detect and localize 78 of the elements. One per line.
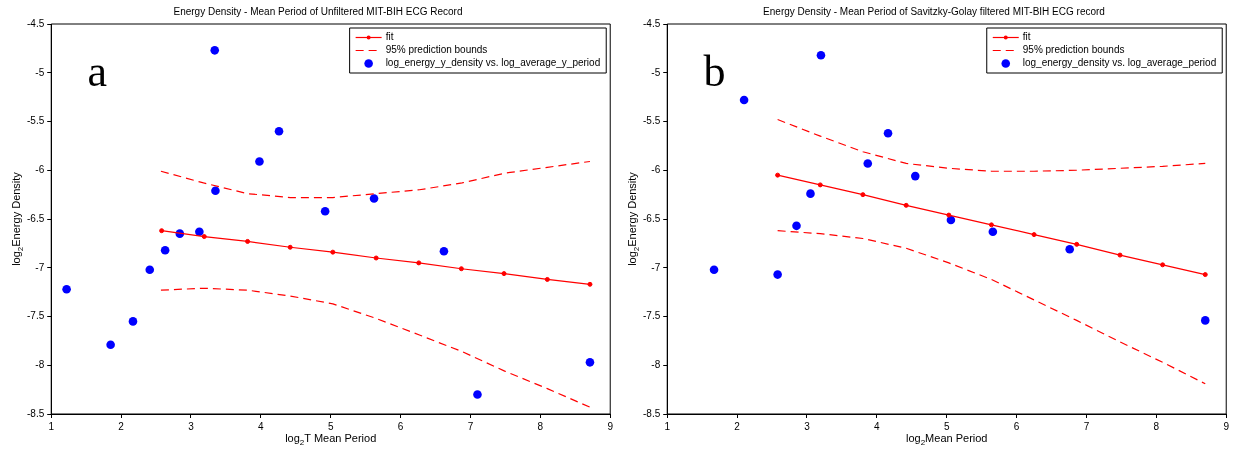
x-tick-label: 9 — [607, 420, 614, 432]
point — [211, 186, 220, 196]
point — [988, 227, 998, 236]
point — [773, 270, 782, 279]
y-tick-label: -7 — [35, 261, 45, 273]
legend-label: 95% prediction bounds — [385, 44, 488, 56]
y-tick-label: -6 — [35, 164, 45, 175]
legend-label: log_energy_y_density vs. log_average_y_period — [385, 57, 601, 69]
y-tick-label: -7.5 — [643, 310, 661, 322]
point — [806, 189, 815, 198]
x-axis-title: log$_{2}$Mean Period — [905, 432, 988, 448]
y-tick-label: -7 — [651, 261, 661, 273]
line-series — [160, 287, 591, 408]
x-tick-label: 4 — [874, 420, 881, 432]
y-tick-label: -7.5 — [27, 310, 45, 322]
point — [210, 46, 220, 55]
legend-label: 95% prediction bounds — [1022, 44, 1125, 56]
x-tick-label: 8 — [537, 420, 544, 432]
y-tick-label: -8.5 — [27, 407, 45, 419]
point — [792, 221, 801, 231]
annotation: b — [703, 47, 726, 97]
y-tick-label: -8.5 — [643, 407, 661, 419]
x-tick-label: 6 — [1013, 420, 1020, 432]
point — [195, 227, 204, 236]
y-tick-label: -5 — [651, 66, 661, 78]
y-tick-label: -8 — [35, 359, 45, 370]
x-tick-label: 3 — [188, 420, 195, 432]
point — [863, 159, 873, 168]
point — [709, 265, 719, 274]
x-tick-label: 7 — [467, 420, 474, 432]
y-tick-label: -6.5 — [643, 212, 661, 224]
legend-label: log_energy_density vs. log_average_period — [1022, 57, 1217, 69]
y-tick-label: -5 — [35, 66, 45, 78]
point — [739, 95, 749, 105]
point — [62, 284, 71, 294]
point — [883, 128, 893, 138]
point — [816, 50, 826, 60]
legend-label: fit — [1022, 31, 1031, 43]
point — [473, 390, 482, 399]
y-tick-label: -4.5 — [643, 17, 661, 29]
x-tick-label: 1 — [48, 420, 55, 432]
x-tick-label: 9 — [1223, 420, 1230, 432]
point — [128, 317, 138, 326]
chart-title: Energy Density - Mean Period of Unfiltered MIT-BIH ECG Record — [173, 5, 463, 17]
point — [910, 171, 920, 181]
y-tick-label: -5.5 — [643, 115, 661, 127]
x-axis-title: log$_{2}$T Mean Period — [285, 432, 377, 448]
y-tick-label: -6.5 — [27, 212, 45, 224]
point — [585, 358, 595, 367]
point — [439, 246, 449, 256]
point — [1065, 244, 1074, 254]
y-tick-label: -6 — [651, 164, 661, 175]
x-tick-label: 5 — [327, 420, 334, 432]
point — [255, 157, 264, 166]
x-tick-label: 1 — [664, 420, 671, 432]
x-tick-label: 3 — [804, 420, 811, 432]
x-tick-label: 4 — [258, 420, 265, 432]
x-tick-label: 2 — [118, 420, 125, 432]
chart-title: Energy Density - Mean Period of Savitzky-Golay filtered MIT-BIH ECG record — [763, 5, 1105, 17]
x-tick-label: 5 — [943, 420, 950, 432]
point — [106, 340, 115, 350]
line-series — [777, 230, 1206, 385]
legend-label: fit — [385, 31, 394, 43]
x-tick-label: 8 — [1153, 420, 1160, 432]
y-tick-label: -4.5 — [27, 17, 45, 29]
line-series — [777, 118, 1206, 172]
point — [320, 206, 330, 216]
point — [369, 194, 379, 203]
point — [1200, 316, 1210, 325]
x-tick-label: 7 — [1083, 420, 1090, 432]
point — [274, 126, 284, 136]
point — [160, 245, 170, 255]
annotation: a — [87, 47, 108, 97]
x-tick-label: 2 — [734, 420, 741, 432]
y-tick-label: -8 — [651, 359, 661, 370]
point — [145, 265, 155, 274]
x-tick-label: 6 — [397, 420, 404, 432]
y-tick-label: -5.5 — [27, 115, 45, 127]
